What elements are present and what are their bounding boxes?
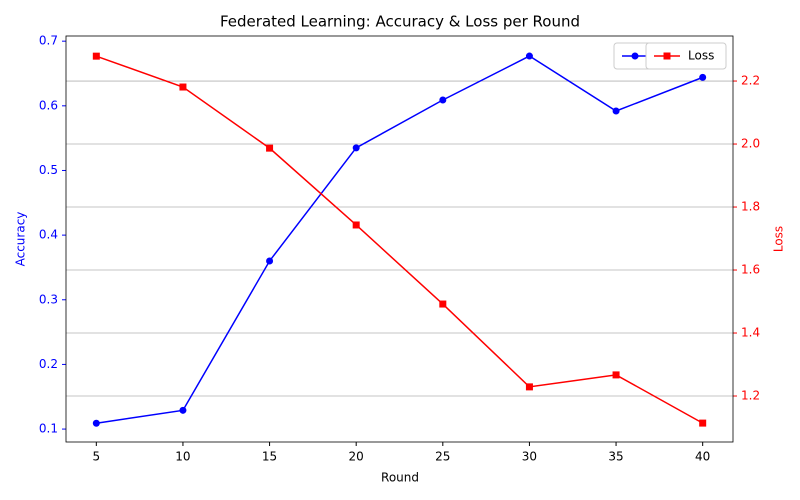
data-point bbox=[179, 406, 187, 414]
x-tick-label: 40 bbox=[695, 450, 710, 464]
x-tick-label: 5 bbox=[92, 450, 100, 464]
data-point bbox=[439, 96, 447, 104]
x-tick-label: 15 bbox=[262, 450, 277, 464]
y2-tick-label: 1.2 bbox=[741, 389, 760, 403]
y-tick-label: 0.5 bbox=[39, 163, 58, 177]
y-tick-label: 0.4 bbox=[39, 228, 58, 242]
y2-tick-label: 1.4 bbox=[741, 326, 760, 340]
data-point bbox=[179, 83, 187, 91]
data-point bbox=[612, 107, 620, 115]
y-tick-label: 0.7 bbox=[39, 34, 58, 48]
data-point bbox=[525, 383, 533, 391]
y2-tick-label: 2.0 bbox=[741, 137, 760, 151]
x-tick-label: 20 bbox=[349, 450, 364, 464]
series-line bbox=[96, 55, 704, 424]
data-point bbox=[266, 144, 274, 152]
x-tick-label: 10 bbox=[175, 450, 190, 464]
data-point bbox=[352, 144, 360, 152]
y-tick-label: 0.3 bbox=[39, 292, 58, 306]
data-point bbox=[699, 73, 707, 81]
data-point bbox=[439, 300, 447, 308]
y-tick-label: 0.1 bbox=[39, 422, 58, 436]
x-tick-label: 30 bbox=[522, 450, 537, 464]
x-tick-label: 35 bbox=[608, 450, 623, 464]
y2-tick-label: 1.8 bbox=[741, 200, 760, 214]
legend-marker bbox=[631, 52, 639, 60]
data-point bbox=[352, 221, 360, 229]
y-tick-label: 0.2 bbox=[39, 357, 58, 371]
x-tick-label: 25 bbox=[435, 450, 450, 464]
chart-title: Federated Learning: Accuracy & Loss per … bbox=[220, 13, 580, 31]
y2-axis-label: Loss bbox=[772, 226, 786, 252]
data-point bbox=[92, 419, 100, 427]
legend-box bbox=[645, 42, 727, 70]
y-axis-label: Accuracy bbox=[14, 212, 28, 267]
data-point bbox=[699, 419, 707, 427]
y2-tick-label: 2.2 bbox=[741, 74, 760, 88]
y-tick-label: 0.6 bbox=[39, 98, 58, 112]
legend-marker bbox=[663, 52, 671, 60]
data-point bbox=[92, 52, 100, 60]
y2-tick-label: 1.6 bbox=[741, 263, 760, 277]
series-line bbox=[96, 55, 703, 424]
legend-label: Loss bbox=[688, 49, 714, 63]
data-point bbox=[612, 371, 620, 379]
x-axis-label: Round bbox=[381, 471, 419, 485]
data-point bbox=[525, 52, 533, 60]
data-point bbox=[266, 257, 274, 265]
plot-frame bbox=[65, 35, 734, 443]
